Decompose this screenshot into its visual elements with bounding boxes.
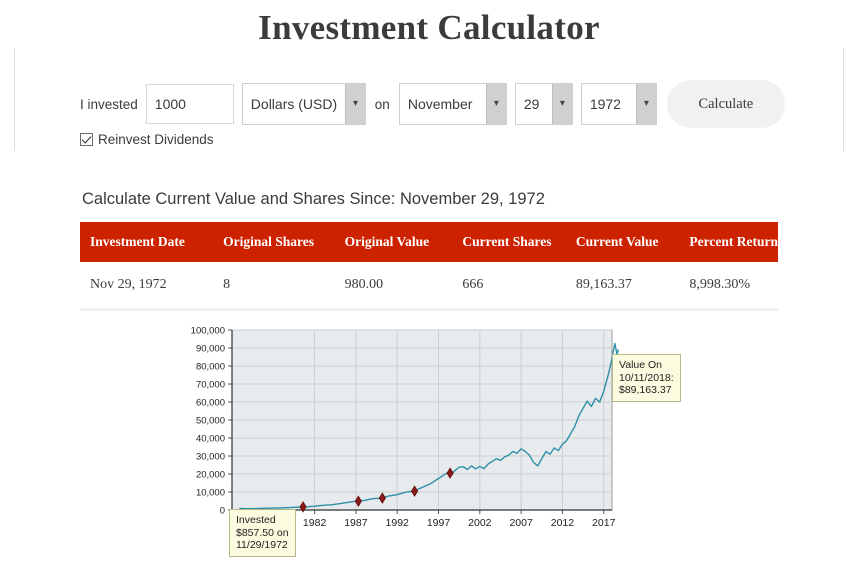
split-marker bbox=[299, 501, 307, 513]
column-header-original-shares: Original Shares bbox=[213, 222, 335, 262]
month-select-value: November bbox=[407, 96, 473, 112]
value-tooltip: Value On 10/11/2018: $89,163.37 bbox=[612, 354, 681, 402]
cell-current-value: 89,163.37 bbox=[565, 262, 680, 311]
cell-percent-return: 8,998.30% bbox=[679, 262, 778, 311]
cell-investment-date: Nov 29, 1972 bbox=[80, 262, 214, 311]
investment-growth-chart: 0 10,000 20,000 30,000 40,000 50,000 60,000 70,… bbox=[168, 322, 681, 557]
split-marker bbox=[354, 495, 362, 507]
column-header-current-shares: Current Shares bbox=[452, 222, 566, 262]
calculate-button[interactable]: Calculate bbox=[666, 80, 785, 128]
xtick-label: 1987 bbox=[344, 517, 368, 529]
on-label: on bbox=[374, 96, 390, 112]
ytick-label: 30,000 bbox=[196, 452, 225, 463]
table-row: Nov 29, 1972 8 980.00 666 89,163.37 8,99… bbox=[80, 262, 778, 311]
amount-input[interactable] bbox=[145, 84, 234, 124]
ytick-label: 70,000 bbox=[196, 380, 225, 391]
value-tooltip-line-1: Value On bbox=[619, 359, 662, 371]
cell-original-value: 980.00 bbox=[334, 262, 453, 311]
reinvest-dividends-label: Reinvest Dividends bbox=[98, 132, 214, 147]
split-marker bbox=[378, 492, 386, 504]
column-header-percent-return: Percent Return bbox=[679, 222, 778, 262]
xtick-label: 2017 bbox=[592, 517, 616, 529]
reinvest-dividends-row[interactable]: Reinvest Dividends bbox=[80, 132, 214, 147]
ytick-label: 50,000 bbox=[196, 416, 225, 427]
chevron-down-icon[interactable]: ▾ bbox=[485, 84, 506, 124]
cell-original-shares: 8 bbox=[213, 262, 335, 311]
ytick-label: 80,000 bbox=[196, 362, 225, 373]
value-tooltip-line-2: 10/11/2018: bbox=[619, 371, 674, 384]
page-title: Investment Calculator bbox=[0, 8, 858, 48]
page-title-text: Investment Calculator bbox=[240, 8, 618, 47]
day-select-value: 29 bbox=[523, 96, 540, 112]
invested-tooltip-line-1: Invested bbox=[236, 514, 276, 526]
series-line bbox=[239, 342, 620, 510]
value-tooltip-line-3: $89,163.37 bbox=[619, 384, 672, 396]
xtick-label: 2002 bbox=[468, 517, 492, 529]
chevron-down-icon[interactable]: ▾ bbox=[635, 84, 656, 124]
table-header-row: Investment Date Original Shares Original… bbox=[80, 222, 778, 262]
month-select[interactable]: November ▾ bbox=[398, 83, 507, 125]
xtick-label: 1992 bbox=[386, 517, 410, 529]
ytick-label: 90,000 bbox=[196, 344, 225, 355]
currency-select[interactable]: Dollars (USD) ▾ bbox=[241, 83, 366, 125]
column-header-original-value: Original Value bbox=[334, 222, 453, 262]
invested-label: I invested bbox=[80, 96, 138, 112]
split-marker bbox=[446, 467, 454, 479]
reinvest-dividends-checkbox[interactable] bbox=[80, 133, 93, 146]
investment-form: I invested Dollars (USD) ▾ on November ▾… bbox=[80, 80, 785, 128]
xtick-label: 2007 bbox=[509, 517, 533, 529]
results-table: Investment Date Original Shares Original… bbox=[80, 222, 778, 311]
chevron-down-icon[interactable]: ▾ bbox=[345, 84, 365, 124]
xtick-label: 2012 bbox=[551, 517, 575, 529]
ytick-label: 60,000 bbox=[196, 398, 225, 409]
ytick-label: 20,000 bbox=[196, 470, 225, 481]
split-marker bbox=[410, 485, 419, 497]
ytick-label: 40,000 bbox=[196, 434, 225, 445]
xtick-label: 1982 bbox=[303, 517, 327, 529]
cell-current-shares: 666 bbox=[452, 262, 566, 311]
invested-tooltip-line-3: 11/29/1972 bbox=[236, 539, 288, 551]
year-select-value: 1972 bbox=[589, 96, 621, 112]
column-header-current-value: Current Value bbox=[565, 222, 680, 262]
day-select[interactable]: 29 ▾ bbox=[514, 83, 573, 125]
currency-select-value: Dollars (USD) bbox=[250, 96, 338, 112]
ytick-label: 0 bbox=[220, 506, 225, 517]
results-heading: Calculate Current Value and Shares Since… bbox=[82, 190, 545, 208]
chart-canvas: 0 10,000 20,000 30,000 40,000 50,000 60,000 70,… bbox=[191, 326, 620, 529]
column-header-investment-date: Investment Date bbox=[80, 222, 214, 262]
ytick-label: 10,000 bbox=[196, 488, 225, 499]
ytick-label: 100,000 bbox=[191, 326, 225, 337]
chevron-down-icon[interactable]: ▾ bbox=[551, 84, 572, 124]
year-select[interactable]: 1972 ▾ bbox=[580, 83, 657, 125]
invested-tooltip-line-2: $857.50 on bbox=[236, 526, 289, 539]
xtick-label: 1997 bbox=[427, 517, 451, 529]
invested-tooltip: Invested $857.50 on 11/29/1972 bbox=[229, 509, 296, 557]
